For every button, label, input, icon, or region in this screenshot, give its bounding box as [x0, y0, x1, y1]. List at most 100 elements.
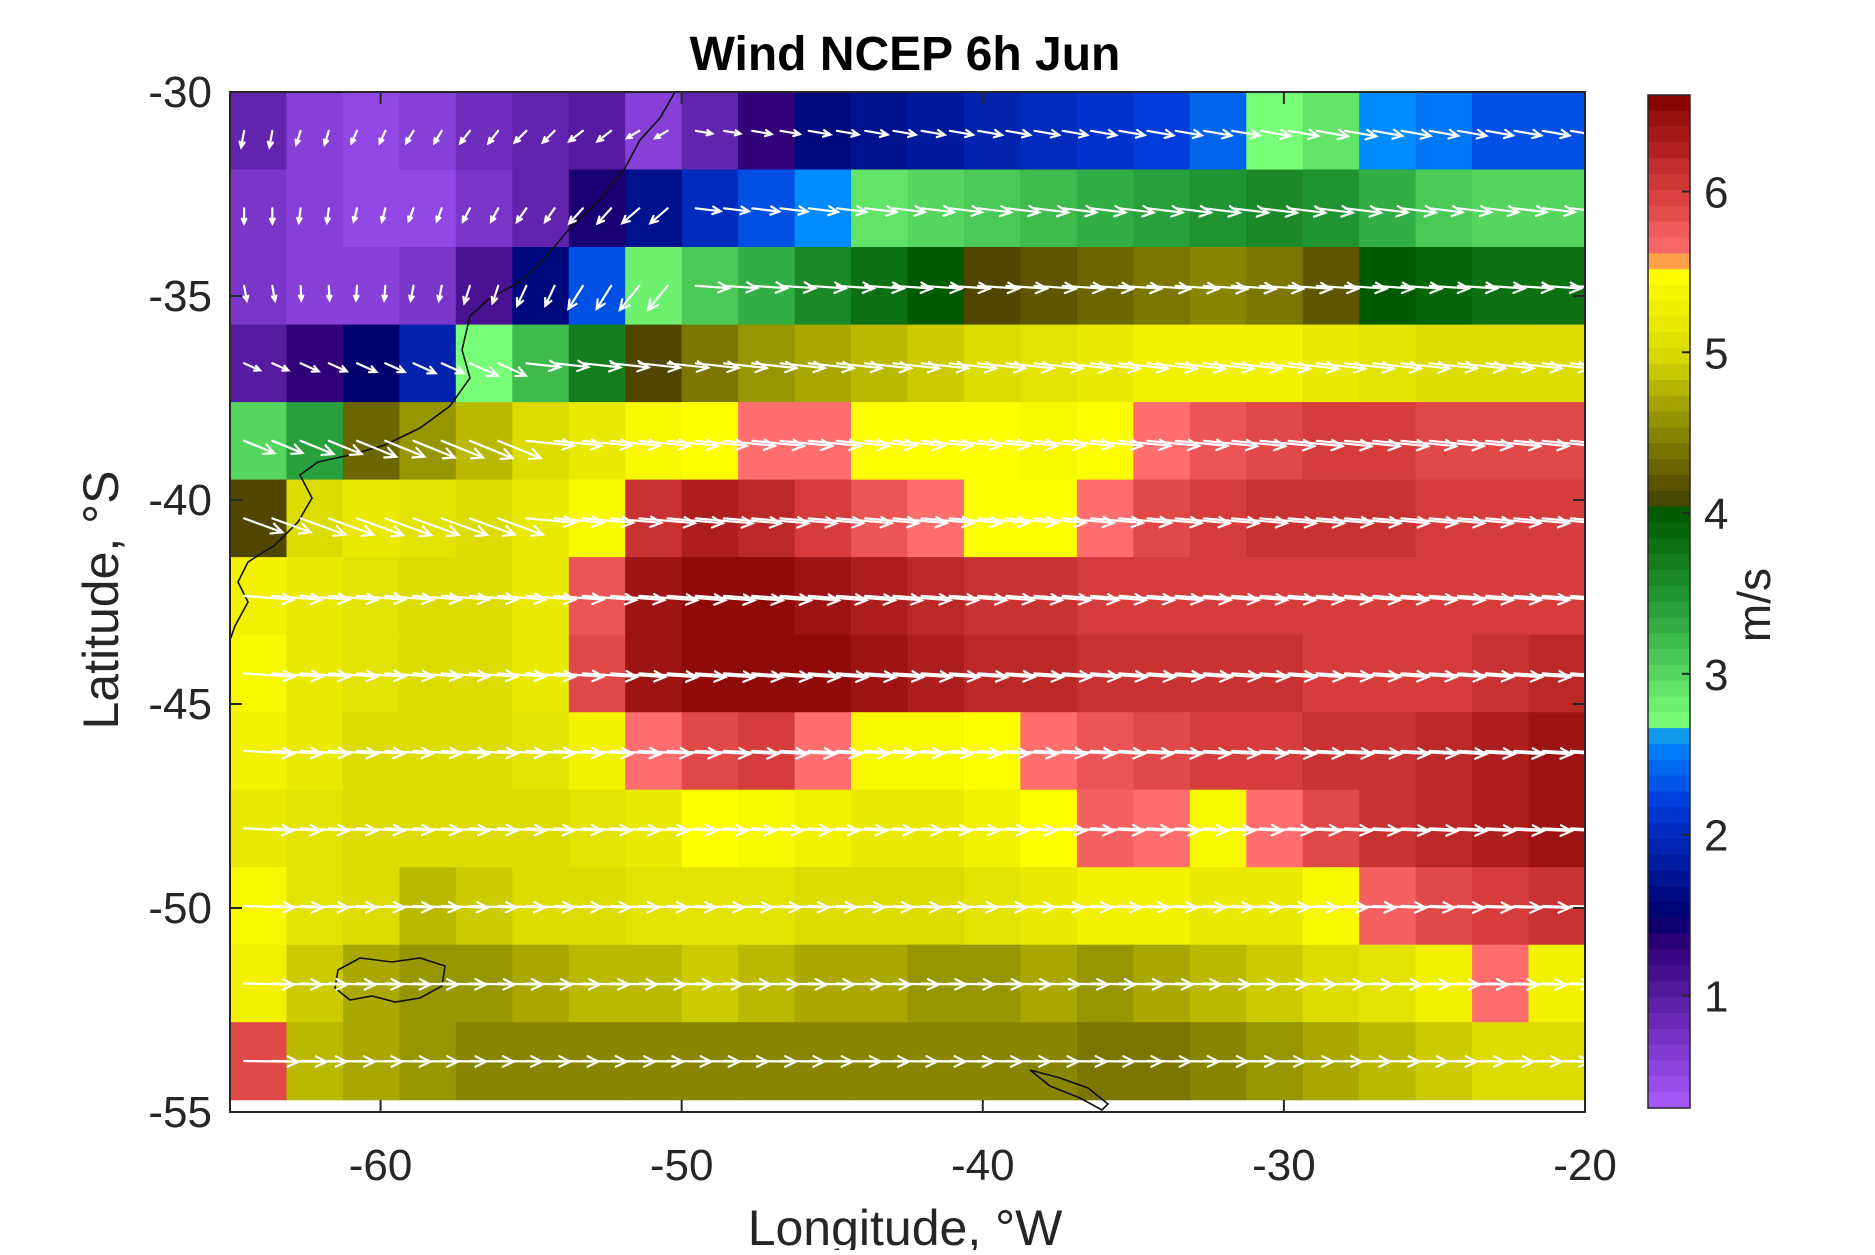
wind-arrow: [1569, 982, 1585, 985]
y-tick-label: -35: [148, 272, 212, 321]
wind-arrow: [751, 593, 814, 606]
wind-arrow: [1287, 281, 1335, 295]
wind-arrow: [440, 439, 486, 460]
wind-arrow: [1259, 824, 1315, 837]
wind-arrow: [468, 746, 520, 760]
colorbar-segment: [1648, 522, 1690, 539]
wind-arrow: [1569, 827, 1585, 831]
wind-arrow: [666, 823, 720, 837]
wind-arrow: [835, 205, 869, 217]
wind-arrow: [461, 207, 471, 224]
speed-cell: [230, 479, 288, 558]
wind-arrow: [1146, 747, 1205, 760]
wind-arrow: [977, 281, 1022, 295]
wind-arrow: [384, 362, 408, 374]
wind-arrow: [1146, 128, 1176, 139]
wind-arrow: [1400, 128, 1434, 140]
wind-arrow: [920, 823, 974, 837]
wind-arrow: [1569, 439, 1585, 444]
x-tick-label: -50: [650, 1141, 714, 1190]
colorbar-tick-label: 3: [1704, 651, 1728, 700]
wind-arrow: [779, 823, 834, 837]
colorbar-segment: [1648, 459, 1690, 476]
x-tick-label: -60: [349, 1141, 413, 1190]
speed-cell: [399, 92, 457, 171]
wind-arrow: [807, 593, 870, 606]
wind-arrow: [1456, 593, 1516, 606]
wind-arrow: [581, 823, 634, 837]
wind-arrow: [512, 129, 528, 145]
wind-arrow: [240, 207, 248, 227]
speed-cell: [342, 247, 400, 326]
x-axis: -60 -50 -40 -30 -20: [349, 92, 1617, 1190]
wind-arrow: [1174, 593, 1234, 606]
wind-arrow: [1372, 128, 1405, 140]
wind-arrow: [1061, 824, 1117, 837]
wind-arrow: [1541, 827, 1585, 832]
wind-arrow: [1033, 746, 1090, 760]
wind-arrow: [412, 746, 464, 760]
wind-arrow: [1231, 281, 1279, 295]
wind-arrow: [751, 205, 782, 216]
wind-arrow: [977, 128, 1005, 139]
wind-arrow: [381, 284, 388, 303]
colorbar-segment: [1648, 443, 1690, 460]
colorbar-segment: [1648, 1060, 1690, 1077]
wind-arrow: [567, 129, 584, 144]
speed-cell: [455, 479, 513, 558]
wind-arrow: [694, 824, 750, 837]
wind-arrow: [638, 746, 694, 760]
colorbar-segment: [1648, 902, 1690, 919]
colorbar-segment: [1648, 918, 1690, 935]
wind-arrow: [327, 362, 350, 373]
wind-arrow: [610, 592, 667, 606]
wind-arrow: [355, 669, 408, 683]
wind-arrow: [355, 592, 408, 606]
wind-arrow: [1541, 128, 1572, 140]
wind-arrow: [1061, 670, 1122, 683]
wind-arrow: [553, 669, 607, 683]
speed-cell: [286, 247, 344, 326]
x-tick-label: -20: [1553, 1141, 1617, 1190]
wind-arrow: [1456, 128, 1489, 140]
wind-arrow: [1513, 205, 1550, 217]
colorbar-tick-label: 6: [1704, 168, 1728, 217]
wind-arrow: [1372, 670, 1431, 683]
wind-arrow: [610, 823, 662, 837]
wind-arrow: [440, 592, 492, 605]
wind-arrow: [694, 747, 753, 760]
colorbar-segment: [1648, 474, 1690, 492]
wind-arrow: [1541, 594, 1585, 601]
wind-arrow: [384, 592, 436, 606]
wind-arrow: [1485, 281, 1528, 294]
south-georgia-outline: [1029, 1069, 1110, 1111]
wind-arrow: [1287, 670, 1347, 683]
speed-cell: [512, 92, 570, 171]
wind-arrow: [1569, 517, 1585, 521]
wind-arrow: [543, 207, 556, 225]
wind-arrow: [694, 205, 724, 216]
speed-cell: [512, 247, 570, 326]
speed-cell: [625, 92, 683, 171]
wind-arrow: [1287, 824, 1344, 837]
colorbar-segment: [1648, 933, 1690, 951]
speed-cell: [568, 169, 626, 248]
wind-arrow: [384, 517, 434, 538]
wind-arrow: [355, 439, 399, 459]
wind-arrow: [835, 593, 898, 606]
wind-arrow: [486, 129, 500, 146]
wind-arrow: [1569, 594, 1585, 599]
wind-arrow: [892, 281, 935, 294]
wind-arrow: [1513, 281, 1556, 294]
colorbar-segment: [1648, 807, 1690, 824]
colorbar-segment: [1648, 649, 1690, 666]
wind-arrow: [243, 746, 297, 760]
wind-arrow: [299, 592, 352, 606]
wind-arrow: [1118, 281, 1164, 295]
speed-cell: [286, 92, 344, 171]
wind-arrow: [1456, 281, 1500, 295]
wind-arrow: [350, 129, 359, 146]
wind-arrow: [296, 207, 303, 226]
colorbar-segment: [1648, 728, 1690, 745]
wind-arrow: [297, 284, 305, 303]
